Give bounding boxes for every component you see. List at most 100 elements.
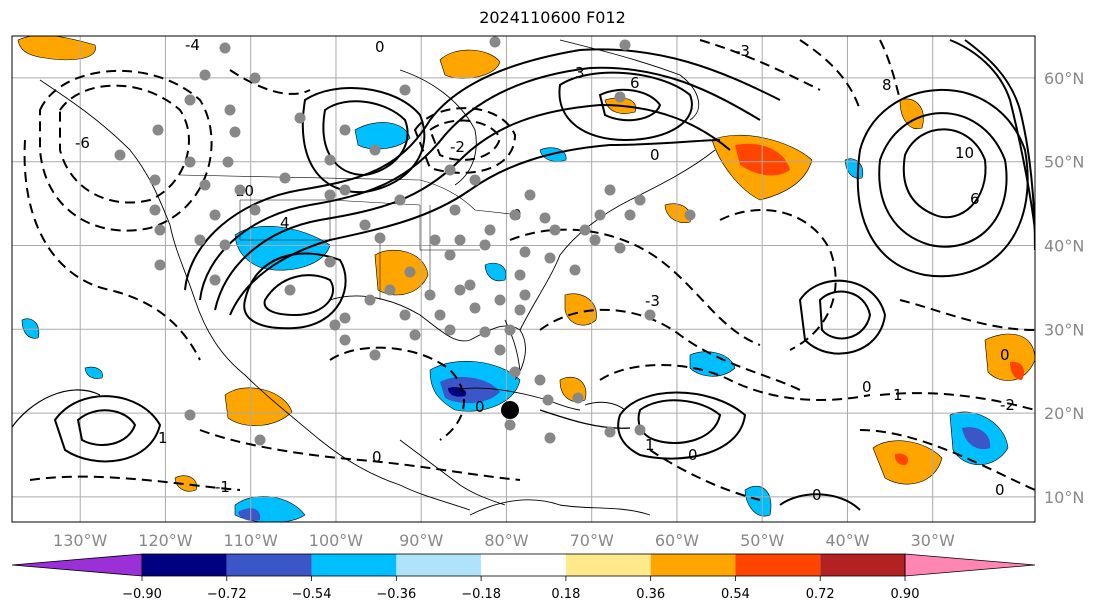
contour-label: 3 [575, 64, 585, 82]
colorbar-segment [820, 554, 905, 576]
station-dot [549, 224, 561, 236]
contour-label: 4 [280, 214, 290, 232]
shaded-fields [17, 36, 1035, 522]
coastline-hispaniola [584, 401, 626, 411]
station-dot [544, 432, 556, 444]
station-dot [469, 174, 481, 186]
lon-tick-label: 80°W [484, 531, 528, 550]
colorbar-extend-high [904, 553, 1036, 577]
coastline-greenland [559, 39, 700, 121]
station-dot [534, 374, 546, 386]
plot-title: 2024110600 F012 [479, 8, 626, 27]
station-dot [479, 239, 491, 251]
contour-label: -2 [1000, 396, 1015, 414]
lon-tick-label: 110°W [224, 531, 279, 550]
station-dot [209, 274, 221, 286]
coastline-south-america [469, 499, 651, 516]
contour-dashed [329, 346, 465, 441]
contour-thin [12, 389, 101, 429]
station-dot [249, 204, 261, 216]
shade-negative [744, 485, 772, 517]
colorbar-segment [311, 554, 397, 576]
station-dot [374, 232, 386, 244]
contour-solid [214, 103, 731, 311]
contour-label: -4 [185, 36, 200, 54]
contour-dashed [23, 139, 201, 361]
lon-tick-label: 90°W [399, 531, 443, 550]
colorbar-tick-label: 0.90 [891, 587, 920, 602]
lon-tick-label: 30°W [911, 531, 955, 550]
station-dot [339, 184, 351, 196]
contour-solid [949, 39, 1035, 231]
gridlines [12, 36, 1035, 522]
colorbar-extend-low [11, 553, 143, 577]
station-dot [399, 309, 411, 321]
colorbar-segment [650, 554, 736, 576]
shade-positive [664, 203, 692, 223]
contour-label: 0 [475, 398, 485, 416]
station-dot [524, 189, 536, 201]
contour-dashed [229, 69, 311, 95]
shade-positive [564, 293, 597, 326]
contour-dashed [879, 39, 901, 101]
lon-tick-label: 50°W [740, 531, 784, 550]
contour-label: 0 [688, 446, 698, 464]
station-dot [504, 419, 516, 431]
contour-label: 1 [645, 436, 655, 454]
station-dot [569, 264, 581, 276]
contour-solid [878, 112, 1008, 248]
shade-positive [899, 98, 924, 130]
contour-solid [779, 493, 861, 511]
contour-solid [558, 71, 693, 142]
station-dot [364, 294, 376, 306]
contour-dashed [599, 364, 871, 401]
colorbar: −0.90 −0.72 −0.54 −0.36 −0.18 0.18 0.36 0.54 0.7… [11, 553, 1036, 602]
station-dot [489, 36, 501, 48]
station-dot [394, 194, 406, 206]
station-dot [249, 72, 261, 84]
station-dot [222, 156, 234, 168]
center-marker [501, 401, 519, 419]
contour-solid [598, 88, 662, 122]
contour-solid [53, 395, 162, 463]
lat-tick-label: 40°N [1044, 236, 1084, 255]
station-dot [444, 249, 456, 261]
contour-label: -2 [450, 138, 465, 156]
station-dot [519, 246, 531, 258]
station-dot [254, 434, 266, 446]
colorbar-tick-label: 0.54 [721, 587, 750, 602]
contour-solid [818, 290, 872, 340]
lat-tick-label: 30°N [1044, 320, 1084, 339]
contour-dashed [719, 209, 837, 351]
station-dot [494, 294, 506, 306]
station-dot [479, 326, 491, 338]
colorbar-segment [226, 554, 312, 576]
contour-thin [539, 409, 631, 429]
station-dot [404, 266, 416, 278]
contour-dashed [39, 69, 213, 232]
contour-solid [798, 279, 887, 355]
station-dot [589, 234, 601, 246]
station-dot [509, 209, 521, 221]
colorbar-tick-label: −0.18 [461, 587, 501, 602]
contour-labels: -4 -6 4 0 3 6 -3 8 10 6 0 0 -3 0 1 -2 0 … [75, 36, 1015, 504]
colorbar-segment [142, 554, 227, 576]
contour-label: -6 [75, 134, 90, 152]
station-dot [572, 392, 584, 404]
contour-label: -3 [735, 42, 750, 60]
contour-solid [199, 66, 761, 301]
contour-label: 6 [630, 74, 640, 92]
station-dot [369, 144, 381, 156]
coastline-east [519, 149, 716, 331]
shade-negative [354, 122, 411, 150]
shade-positive [174, 475, 197, 492]
station-dot [234, 184, 246, 196]
contour-dashed [428, 119, 502, 161]
station-dot [399, 84, 411, 96]
lon-tick-label: 120°W [138, 531, 193, 550]
station-dot [624, 209, 636, 221]
contour-label: 0 [812, 486, 822, 504]
longitude-labels: 130°W 120°W 110°W 100°W 90°W 80°W 70°W 60°W 50°W… [53, 531, 955, 550]
contour-dashed [699, 39, 821, 91]
